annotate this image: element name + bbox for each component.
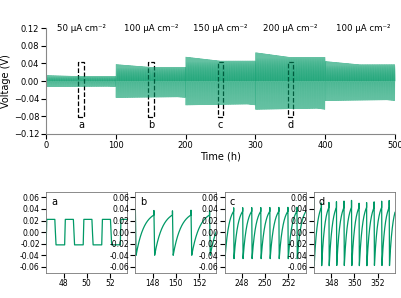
Text: b: b <box>148 120 154 130</box>
Bar <box>288 62 293 117</box>
Text: 100 μA cm⁻²: 100 μA cm⁻² <box>336 24 391 33</box>
Text: 50 μA cm⁻²: 50 μA cm⁻² <box>57 24 105 33</box>
Text: c: c <box>218 120 223 130</box>
Text: a: a <box>51 197 57 207</box>
Y-axis label: Voltage (V): Voltage (V) <box>1 54 11 108</box>
Bar <box>218 62 223 117</box>
Bar <box>148 62 154 117</box>
Text: 200 μA cm⁻²: 200 μA cm⁻² <box>263 24 318 33</box>
Text: c: c <box>229 197 235 207</box>
Text: d: d <box>319 197 325 207</box>
Text: d: d <box>287 120 294 130</box>
Text: b: b <box>140 197 146 207</box>
X-axis label: Time (h): Time (h) <box>200 151 241 161</box>
Text: 150 μA cm⁻²: 150 μA cm⁻² <box>193 24 248 33</box>
Text: a: a <box>78 120 84 130</box>
Text: 100 μA cm⁻²: 100 μA cm⁻² <box>124 24 178 33</box>
Bar <box>78 62 84 117</box>
